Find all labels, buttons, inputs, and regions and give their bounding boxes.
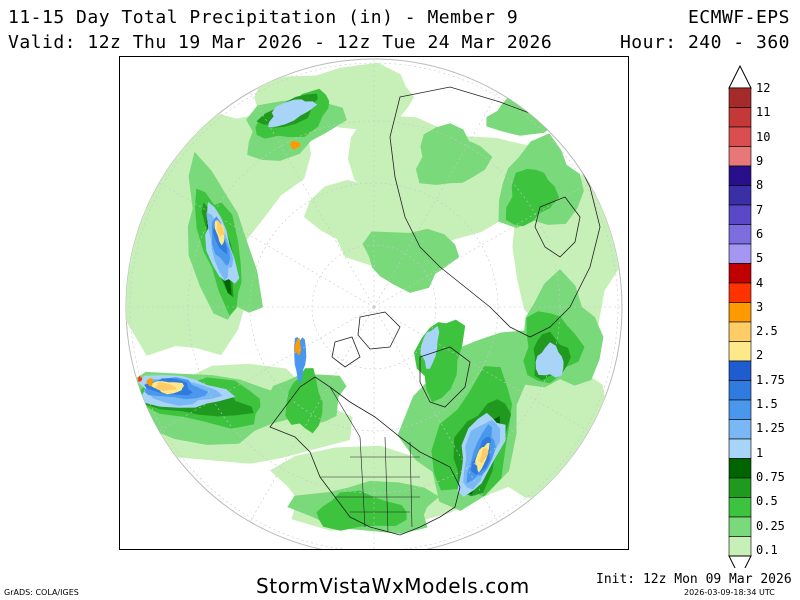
coastline <box>357 311 401 350</box>
legend-swatch <box>728 360 752 381</box>
forecast-hour: Hour: 240 - 360 <box>619 32 790 53</box>
legend-label: 1.25 <box>756 421 785 436</box>
precip-area <box>290 140 301 150</box>
meridian-line <box>373 90 500 308</box>
precip-area <box>216 219 225 237</box>
precipitation-map <box>125 58 623 549</box>
legend-swatch <box>728 321 752 342</box>
legend-swatch <box>728 263 752 284</box>
model-name: ECMWF-EPS <box>687 7 790 28</box>
legend-swatch <box>728 204 752 225</box>
meridian-line <box>248 90 375 308</box>
legend-label: 1.75 <box>756 372 785 387</box>
precip-area <box>155 382 177 392</box>
legend-swatch <box>728 516 752 537</box>
valid-period: Valid: 12z Thu 19 Mar 2026 - 12z Tue 24 … <box>8 32 553 53</box>
legend-swatch <box>728 282 752 303</box>
legend-swatch <box>728 380 752 401</box>
legend-label: 0.5 <box>756 494 778 509</box>
legend-label: 3 <box>756 299 764 314</box>
map-title: 11-15 Day Total Precipitation (in) - Mem… <box>8 7 519 28</box>
legend-swatch <box>728 302 752 323</box>
color-legend-bar <box>728 64 752 568</box>
generated-timestamp: 2026-03-09-18:34 UTC <box>684 588 775 597</box>
legend-label: 6 <box>756 226 764 241</box>
init-time: Init: 12z Mon 09 Mar 2026 <box>596 572 792 587</box>
legend-label: 7 <box>756 202 764 217</box>
political-border <box>359 436 366 528</box>
coastline <box>534 196 581 258</box>
precip-area <box>535 342 564 378</box>
political-border <box>384 436 389 533</box>
legend-swatch <box>728 341 752 362</box>
legend-swatch <box>728 87 752 108</box>
precip-area <box>316 490 407 531</box>
legend-label: 0.25 <box>756 518 785 533</box>
legend-label: 0.1 <box>756 543 778 557</box>
legend-label: 0.75 <box>756 470 785 485</box>
legend-label: 10 <box>756 129 771 144</box>
coastline <box>331 336 361 368</box>
legend-swatch <box>728 165 752 186</box>
precip-area <box>285 368 323 434</box>
precip-area <box>294 337 301 356</box>
site-watermark: StormVistaWxModels.com <box>256 574 530 598</box>
legend-label: 8 <box>756 178 764 193</box>
political-border <box>329 386 361 438</box>
precip-area <box>362 228 460 293</box>
legend-swatch <box>728 536 752 557</box>
meridian-line <box>373 306 591 433</box>
legend-swatch <box>728 419 752 440</box>
precip-area <box>479 448 489 464</box>
legend-swatch <box>728 458 752 479</box>
legend-swatch <box>728 438 752 459</box>
lat-lon-grid <box>126 59 622 549</box>
coastlines-borders <box>269 86 601 536</box>
precip-area <box>505 169 560 227</box>
precip-area <box>415 123 493 185</box>
legend-label: 5 <box>756 251 764 266</box>
precip-area <box>268 99 318 128</box>
legend-swatch <box>728 107 752 128</box>
meridian-line <box>373 181 591 308</box>
legend-label: 2 <box>756 348 764 363</box>
meridian-line <box>373 306 500 524</box>
legend-swatch <box>728 146 752 167</box>
precip-area <box>420 325 440 369</box>
meridian-line <box>157 306 375 433</box>
legend-swatch <box>728 185 752 206</box>
map-panel <box>119 56 629 550</box>
precipitation-shading <box>126 62 622 534</box>
legend-label: 1 <box>756 445 764 460</box>
legend-label: 4 <box>756 275 764 290</box>
legend-arrow-up <box>728 64 752 89</box>
legend-swatch <box>728 477 752 498</box>
legend-label: 9 <box>756 153 764 168</box>
legend-label: 12 <box>756 81 771 95</box>
latitude-circle <box>129 62 619 549</box>
precip-area <box>146 378 153 387</box>
legend-label: 11 <box>756 105 771 120</box>
legend-swatch <box>728 126 752 147</box>
legend-label: 1.5 <box>756 397 778 412</box>
meridian-line <box>157 181 375 308</box>
legend-swatch <box>728 399 752 420</box>
coastline <box>419 346 471 408</box>
legend-swatch <box>728 243 752 264</box>
legend-swatch <box>728 497 752 518</box>
meridian-line <box>248 306 375 524</box>
political-border <box>409 441 413 528</box>
legend-arrow-down <box>728 555 752 568</box>
coastline <box>269 376 461 536</box>
legend-label: 2.5 <box>756 324 778 339</box>
legend-swatch <box>728 224 752 245</box>
grads-credit: GrADS: COLA/IGES <box>4 588 79 597</box>
latitude-circle <box>249 182 499 432</box>
color-legend: 12 11 10 9 8 7 6 5 4 3 2.5 2 1.75 1.5 1.25 1 0.75 0.5 0.25… <box>727 64 787 568</box>
